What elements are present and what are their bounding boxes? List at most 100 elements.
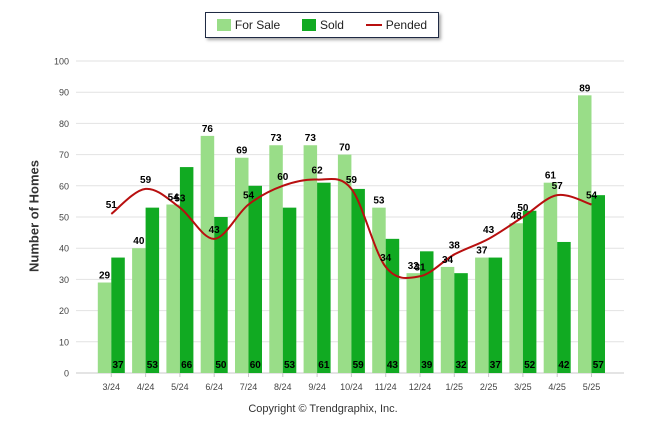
bar-for-sale (440, 266, 455, 373)
data-label-sold: 43 (387, 360, 399, 371)
data-label-sold: 53 (284, 360, 296, 371)
data-label-for-sale: 61 (545, 171, 557, 182)
data-label-sold: 42 (558, 360, 570, 371)
data-label-for-sale: 73 (305, 133, 317, 144)
data-label-sold: 57 (593, 360, 605, 371)
bar-sold (145, 207, 160, 373)
bar-for-sale (509, 223, 523, 373)
data-label-pended: 59 (346, 175, 358, 186)
x-tick-label: 10/24 (340, 382, 363, 392)
bar-sold (282, 207, 297, 373)
y-tick-label: 10 (59, 337, 69, 347)
bar-sold (351, 188, 365, 373)
bar-for-sale (235, 157, 249, 373)
data-label-for-sale: 69 (236, 146, 248, 157)
bar-for-sale (406, 273, 420, 373)
x-tick-label: 12/24 (409, 382, 432, 392)
data-label-pended: 38 (449, 240, 461, 251)
data-label-pended: 51 (106, 200, 118, 211)
x-tick-label: 5/24 (171, 382, 189, 392)
data-label-sold: 53 (147, 360, 159, 371)
x-tick-label: 8/24 (274, 382, 292, 392)
chart-legend: For Sale Sold Pended (205, 12, 439, 38)
copyright-text: Copyright © Trendgraphix, Inc. (248, 403, 398, 415)
y-tick-label: 0 (64, 369, 69, 379)
bar-for-sale (372, 207, 386, 373)
y-tick-label: 70 (59, 150, 69, 160)
bar-sold (248, 185, 262, 373)
bar-for-sale (578, 95, 592, 373)
bar-for-sale (132, 248, 146, 373)
y-tick-label: 60 (59, 181, 69, 191)
x-tick-label: 4/24 (137, 382, 155, 392)
data-label-sold: 32 (455, 360, 467, 371)
data-label-sold: 52 (524, 360, 536, 371)
bar-sold (420, 251, 434, 373)
bar-for-sale (303, 145, 318, 373)
y-tick-label: 30 (59, 275, 69, 285)
data-label-for-sale: 34 (442, 255, 454, 266)
y-axis-title: Number of Homes (26, 160, 42, 272)
bar-sold (385, 238, 400, 373)
pended-line (110, 177, 592, 280)
bar-for-sale (475, 257, 489, 373)
data-label-pended: 54 (586, 191, 598, 202)
data-label-pended: 60 (277, 172, 289, 183)
legend-item-pended[interactable]: Pended (365, 18, 428, 32)
data-label-for-sale: 37 (476, 246, 488, 257)
data-label-pended: 34 (380, 253, 392, 264)
legend-item-for-sale[interactable]: For Sale (216, 18, 280, 32)
data-label-pended: 50 (517, 203, 529, 214)
legend-swatch-for-sale (216, 19, 231, 31)
bar-for-sale (200, 135, 215, 373)
data-label-sold: 37 (490, 360, 502, 371)
y-tick-label: 40 (59, 244, 69, 254)
x-tick-label: 11/24 (375, 382, 397, 392)
x-tick-label: 7/24 (240, 382, 258, 392)
bar-sold (591, 195, 605, 373)
x-tick-label: 9/24 (308, 382, 326, 392)
data-label-for-sale: 48 (511, 211, 523, 222)
data-label-sold: 66 (181, 360, 193, 371)
data-label-sold: 39 (421, 360, 433, 371)
x-tick-label: 6/24 (205, 382, 223, 392)
y-tick-label: 100 (54, 57, 69, 67)
x-tick-label: 1/25 (446, 382, 464, 392)
bar-sold (111, 257, 125, 373)
bar-sold (214, 217, 228, 373)
data-label-sold: 60 (250, 360, 262, 371)
data-label-pended: 53 (174, 194, 186, 205)
y-tick-label: 50 (59, 213, 69, 223)
bar-for-sale (97, 282, 112, 373)
data-label-for-sale: 76 (202, 124, 214, 135)
legend-label-pended: Pended (385, 18, 428, 32)
x-tick-label: 3/24 (103, 382, 121, 392)
y-tick-label: 90 (59, 88, 69, 98)
x-tick-label: 3/25 (514, 382, 532, 392)
data-label-for-sale: 70 (339, 143, 351, 154)
bar-sold (488, 257, 503, 373)
data-label-pended: 43 (483, 225, 495, 236)
data-label-pended: 54 (243, 191, 255, 202)
data-label-pended: 57 (552, 181, 564, 192)
data-label-pended: 31 (414, 262, 426, 273)
legend-swatch-pended (365, 24, 382, 26)
data-label-pended: 43 (209, 225, 221, 236)
bar-sold (522, 210, 537, 373)
bar-for-sale (543, 182, 558, 373)
bar-sold (317, 182, 331, 373)
data-label-for-sale: 53 (373, 196, 385, 207)
data-label-for-sale: 89 (579, 83, 591, 94)
bar-sold (454, 273, 468, 373)
legend-label-sold: Sold (319, 18, 344, 32)
bar-for-sale (166, 204, 180, 373)
legend-item-sold[interactable]: Sold (301, 18, 344, 32)
y-tick-label: 20 (59, 306, 69, 316)
x-tick-label: 4/25 (548, 382, 566, 392)
bar-for-sale (337, 154, 352, 373)
data-label-for-sale: 73 (270, 133, 282, 144)
bar-for-sale (269, 145, 283, 373)
data-label-for-sale: 54 (168, 193, 180, 204)
bar-sold (557, 241, 571, 373)
